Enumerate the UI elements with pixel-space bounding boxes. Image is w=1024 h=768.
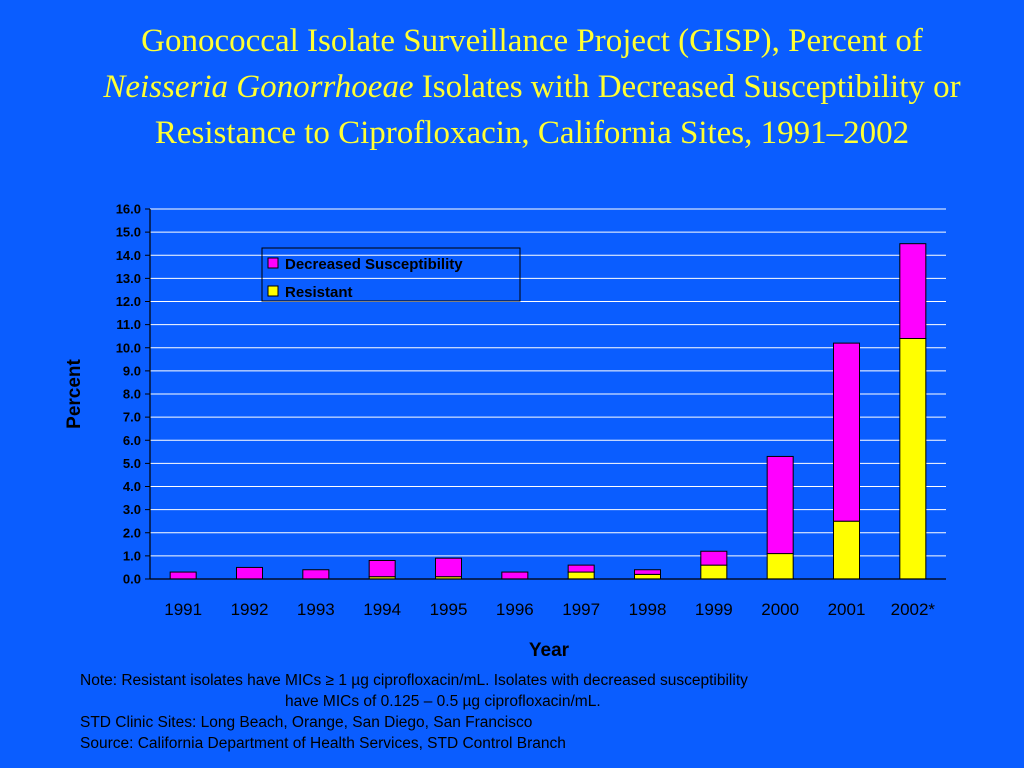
bars	[169, 243, 927, 580]
y-tick-label: 6.0	[123, 433, 141, 448]
bar-resistant-2002	[899, 338, 927, 580]
slide-title: Gonococcal Isolate Surveillance Project …	[40, 18, 1024, 156]
bar-resistant-2001	[833, 520, 860, 580]
y-tick-label: 11.0	[116, 317, 141, 332]
bar-decreased-1997	[567, 564, 595, 573]
bar-decreased-1992	[236, 566, 263, 580]
legend-box	[261, 247, 521, 302]
gridlines	[150, 208, 946, 557]
bar-resistant-1998	[634, 573, 661, 580]
x-axis-title: Year	[529, 640, 570, 661]
note-line-4: Source: California Department of Health …	[80, 735, 566, 752]
title-part3: Isolates with Decreased Susceptibility o…	[154, 69, 961, 151]
y-tick-label: 10.0	[116, 340, 141, 355]
bar-decreased-1991	[169, 571, 197, 580]
y-tick-label: 5.0	[123, 456, 141, 471]
bar-decreased-1996	[501, 571, 529, 580]
x-tick-label: 1996	[496, 600, 534, 619]
x-tick-label: 1998	[629, 600, 667, 619]
legend-swatch-resistant	[267, 285, 279, 297]
axes: 0.0 1.0 2.0 3.0 4.0 5.0 6.0 7.0 8.0 9.0 10.0 11.0 12…	[116, 202, 946, 619]
bar-decreased-1998	[634, 569, 661, 575]
y-tick-label: 0.0	[123, 572, 141, 587]
x-tick-label: 2001	[828, 600, 866, 619]
note-line-1: Note: Resistant isolates have MICs ≥ 1 µ…	[80, 672, 748, 689]
bar-decreased-1994	[368, 560, 396, 578]
bar-resistant-1999	[700, 564, 728, 580]
bar-chart: 0.0 1.0 2.0 3.0 4.0 5.0 6.0 7.0 8.0 9.0 10.0 11.0 12…	[64, 202, 946, 661]
y-tick-label: 2.0	[123, 525, 141, 540]
bar-decreased-2000	[766, 455, 794, 555]
y-tick-label: 16.0	[116, 202, 141, 217]
x-tick-label: 2002*	[891, 600, 936, 619]
bar-decreased-2002	[899, 243, 927, 339]
legend-label-decreased-susceptibility: Decreased Susceptibility	[285, 256, 463, 273]
footnotes: Note: Resistant isolates have MICs ≥ 1 µ…	[80, 670, 980, 754]
y-tick-label: 3.0	[123, 502, 141, 517]
x-tick-label: 1997	[562, 600, 600, 619]
x-tick-label: 1995	[430, 600, 468, 619]
y-tick-label: 12.0	[116, 294, 141, 309]
legend-label-resistant: Resistant	[285, 284, 353, 301]
x-tick-label: 1994	[363, 600, 401, 619]
y-tick-label: 8.0	[123, 387, 141, 402]
note-line-2: have MICs of 0.125 – 0.5 µg ciprofloxaci…	[285, 693, 601, 710]
y-tick-label: 7.0	[123, 410, 141, 425]
y-tick-label: 14.0	[116, 248, 141, 263]
bar-resistant-1997	[567, 571, 595, 580]
x-tick-label: 1999	[695, 600, 733, 619]
x-tick-label: 1993	[297, 600, 335, 619]
x-tick-label: 2000	[761, 600, 799, 619]
x-tick-label: 1991	[164, 600, 202, 619]
legend: Decreased Susceptibility Resistant	[261, 247, 521, 302]
bar-decreased-1999	[700, 550, 728, 566]
legend-swatch-decreased-susceptibility	[267, 257, 279, 269]
y-tick-label: 15.0	[116, 225, 141, 240]
y-tick-label: 1.0	[123, 548, 141, 563]
bar-resistant-2000	[766, 553, 794, 580]
title-part1: Gonococcal Isolate Surveillance Project …	[141, 23, 923, 59]
bar-decreased-1995	[435, 557, 462, 578]
y-tick-label: 13.0	[116, 271, 141, 286]
bar-decreased-1993	[302, 569, 330, 580]
y-tick-label: 9.0	[123, 363, 141, 378]
y-tick-label: 4.0	[123, 479, 141, 494]
note-line-3: STD Clinic Sites: Long Beach, Orange, Sa…	[80, 714, 533, 731]
x-tick-label: 1992	[231, 600, 269, 619]
bar-decreased-2001	[833, 342, 860, 522]
y-axis-title: Percent	[64, 358, 85, 428]
title-italic-organism: Neisseria Gonorrhoeae	[103, 69, 414, 105]
